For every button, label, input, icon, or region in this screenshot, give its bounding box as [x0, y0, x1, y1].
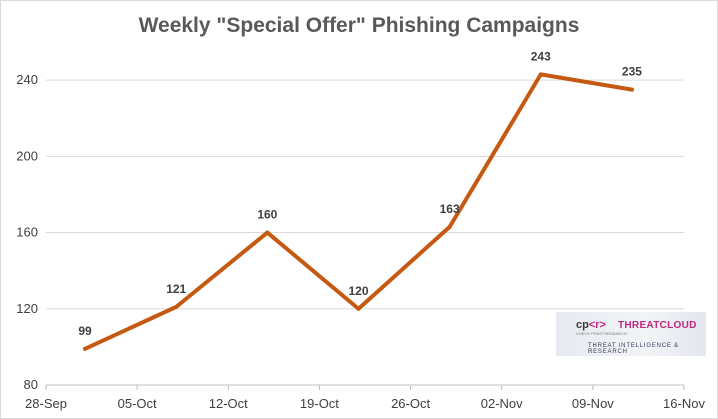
x-tick-label: 12-Oct [209, 396, 248, 411]
chart-title: Weekly "Special Offer" Phishing Campaign… [138, 14, 580, 37]
data-point [174, 304, 179, 309]
data-label: 121 [166, 282, 186, 296]
y-tick-label: 240 [16, 72, 38, 87]
data-point [83, 346, 88, 351]
x-tick-label: 26-Oct [391, 396, 430, 411]
logo-tagline: THREAT INTELLIGENCE & RESEARCH [588, 343, 679, 355]
data-label: 120 [348, 284, 368, 298]
data-point [538, 72, 543, 77]
data-label: 243 [531, 49, 551, 63]
threatcloud-logo: cp<r> THREATCLOUD CHECK POINT RESEARCH T… [556, 312, 706, 356]
data-label: 163 [440, 202, 460, 216]
y-tick-label: 80 [24, 377, 38, 392]
logo-brand-text: THREATCLOUD [618, 320, 697, 331]
data-label: 99 [78, 324, 92, 338]
y-tick-label: 120 [16, 301, 38, 316]
x-tick-label: 16-Nov [663, 396, 705, 411]
x-tick-label: 19-Oct [300, 396, 339, 411]
x-tick-label: 28-Sep [25, 396, 67, 411]
data-label: 160 [257, 208, 277, 222]
logo-sub-text: CHECK POINT RESEARCH [576, 331, 627, 336]
y-tick-label: 200 [16, 148, 38, 163]
x-tick-label: 02-Nov [481, 396, 523, 411]
x-tick-label: 05-Oct [118, 396, 157, 411]
data-point [629, 87, 634, 92]
data-point [265, 230, 270, 235]
data-point [447, 224, 452, 229]
logo-cp-text: cp<r> [576, 319, 606, 331]
data-point [356, 306, 361, 311]
y-tick-label: 160 [16, 225, 38, 240]
data-label: 235 [622, 65, 642, 79]
x-tick-label: 09-Nov [572, 396, 614, 411]
